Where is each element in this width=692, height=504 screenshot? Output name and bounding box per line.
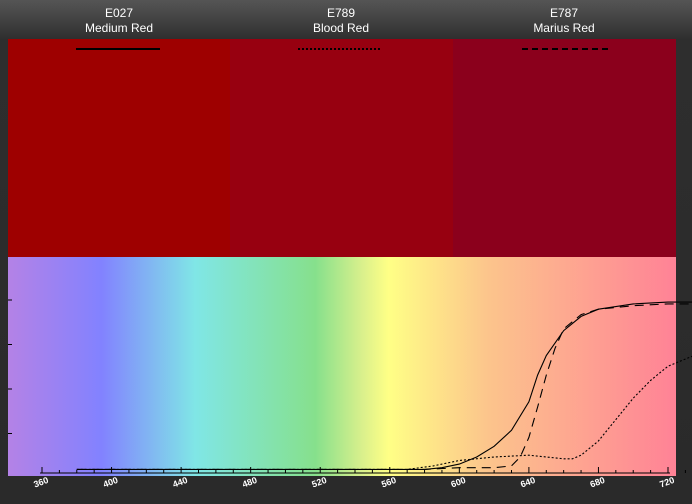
y-ticks <box>8 299 12 434</box>
x-tick-label: 480 <box>241 475 259 490</box>
swatch-blood-red <box>230 39 453 257</box>
filter-name: Blood Red <box>312 21 370 35</box>
filter-heading-e027: E027 Medium Red <box>8 6 230 36</box>
filter-name: Medium Red <box>84 21 154 35</box>
x-tick-label: 400 <box>102 475 120 490</box>
filter-name: Marius Red <box>533 21 595 35</box>
filter-heading-e789: E789 Blood Red <box>230 6 452 36</box>
x-tick-label: 440 <box>171 475 189 490</box>
legend-line-dotted <box>298 48 380 50</box>
spectrum-background <box>8 257 676 476</box>
x-ticks <box>40 467 686 474</box>
swatch-medium-red <box>8 39 230 257</box>
filter-code: E789 <box>326 6 356 20</box>
series-lines <box>76 301 692 470</box>
x-tick-label: 680 <box>589 475 607 490</box>
x-tick-label: 600 <box>450 475 468 490</box>
filter-heading-e787: E787 Marius Red <box>453 6 675 36</box>
series-line-marius-red <box>76 303 692 470</box>
x-tick-labels: 360 400 440 480 520 560 600 640 680 720 <box>32 475 676 490</box>
legend-line-dashed <box>522 48 608 50</box>
x-tick-label: 520 <box>310 475 328 490</box>
x-tick-label: 360 <box>32 475 50 490</box>
x-tick-label: 560 <box>380 475 398 490</box>
x-tick-label: 720 <box>658 475 676 490</box>
legend-line-solid <box>76 48 160 50</box>
transmission-chart: 360 400 440 480 520 560 600 640 680 720 <box>8 257 692 490</box>
filter-code: E787 <box>549 6 579 20</box>
x-tick-label: 640 <box>519 475 537 490</box>
filter-code: E027 <box>104 6 134 20</box>
swatch-marius-red <box>453 39 676 257</box>
filter-swatches <box>8 39 676 257</box>
filter-legend-header: E027 Medium Red E789 Blood Red E787 Mari… <box>0 0 692 38</box>
